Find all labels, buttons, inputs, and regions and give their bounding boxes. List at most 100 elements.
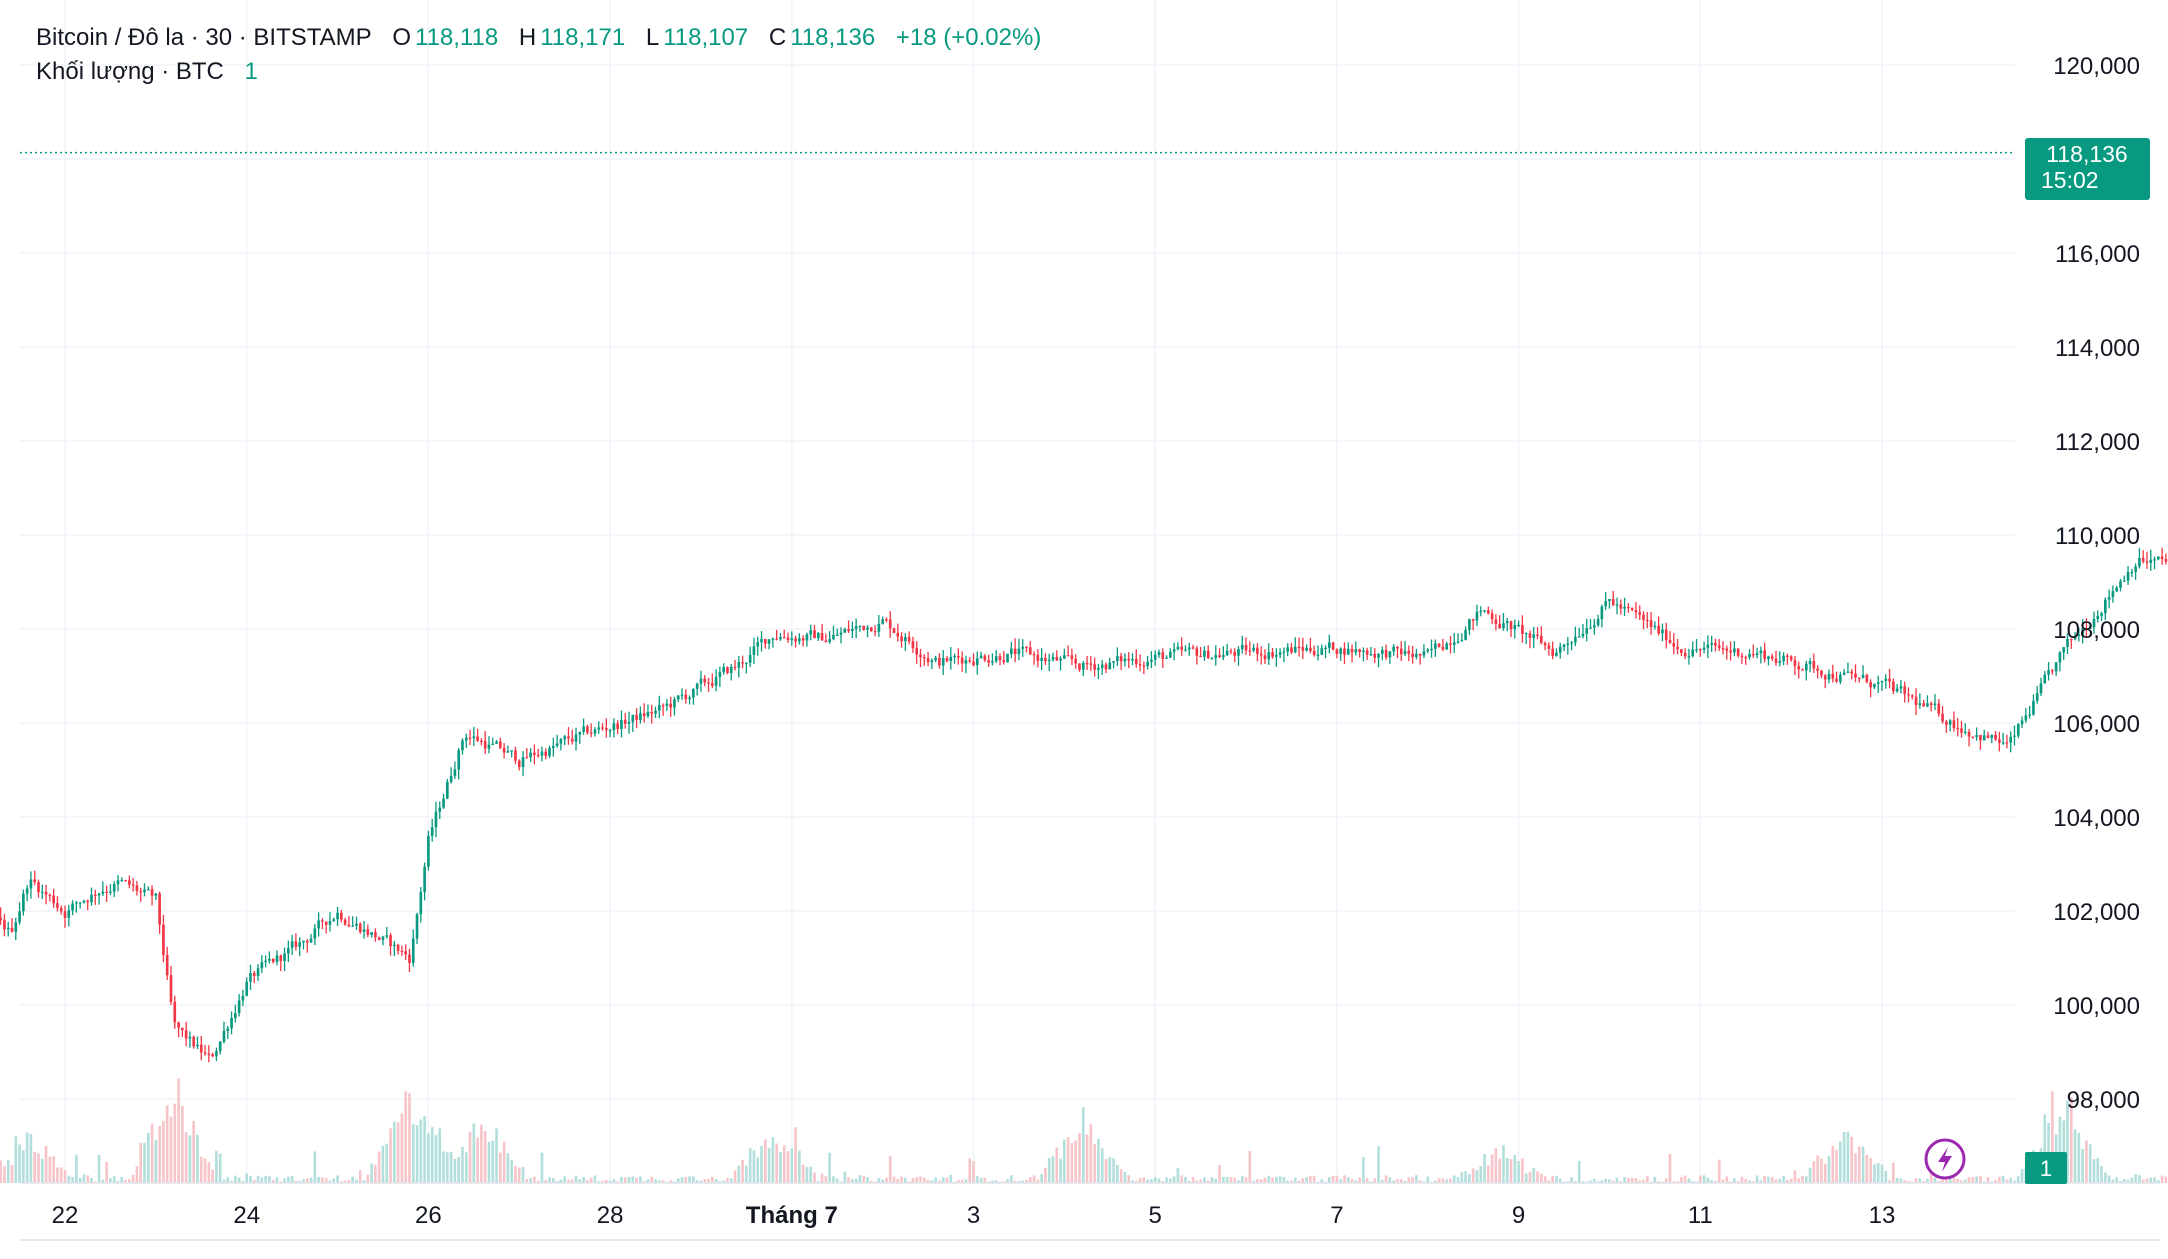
volume-title[interactable]: Khối lượng · BTC <box>36 58 224 85</box>
volume-bar <box>623 1177 627 1183</box>
volume-bar <box>1566 1181 1570 1183</box>
candle-body <box>1218 655 1221 658</box>
volume-bar <box>1793 1170 1797 1183</box>
candle-body <box>495 741 498 744</box>
price-axis[interactable]: 120,000118,000116,000114,000112,000110,0… <box>2053 53 2140 1114</box>
candle-body <box>449 775 453 782</box>
candle-body <box>642 713 646 716</box>
volume-bar <box>1460 1172 1464 1183</box>
candle-body <box>2062 647 2066 653</box>
volume-bar <box>2126 1179 2130 1183</box>
candle-body <box>1437 643 1441 647</box>
volume-bar <box>1452 1175 1456 1183</box>
volume-bar <box>222 1179 226 1183</box>
volume-bar <box>760 1146 763 1183</box>
volume-bar <box>358 1170 362 1183</box>
candle-body <box>1498 623 1501 629</box>
volume-bar <box>1876 1162 1880 1183</box>
volume-bar <box>184 1132 188 1183</box>
candle-body <box>1354 649 1358 653</box>
candle-body <box>835 634 839 636</box>
volume-bar <box>2005 1179 2009 1183</box>
volume-bar <box>1293 1177 1297 1183</box>
candle-body <box>525 757 529 759</box>
volume-bar <box>328 1180 332 1183</box>
x-tick-label: 26 <box>415 1202 442 1229</box>
candle-body <box>1702 647 1706 650</box>
volume-bar <box>1085 1134 1089 1183</box>
volume-bar <box>1339 1178 1343 1183</box>
volume-bar <box>533 1176 536 1183</box>
candle-body <box>1956 727 1960 730</box>
volume-bar <box>1551 1175 1554 1183</box>
candle-body <box>1672 643 1676 647</box>
candle-body <box>1899 686 1903 689</box>
volume-bar <box>249 1175 252 1183</box>
candle-body <box>184 1030 188 1039</box>
candle-body <box>1857 677 1861 679</box>
candle-body <box>1687 656 1691 658</box>
candle-body <box>726 667 729 673</box>
candle-body <box>828 639 831 642</box>
candle-body <box>476 736 479 741</box>
candle-body <box>1293 646 1297 653</box>
candle-body <box>623 719 627 724</box>
volume-bar <box>828 1152 831 1183</box>
candle-body <box>1070 655 1074 659</box>
candle-body <box>362 929 366 932</box>
volume-bar <box>162 1120 165 1183</box>
volume-bar <box>718 1181 722 1183</box>
volume-bar <box>582 1177 585 1183</box>
candle-body <box>1044 657 1047 662</box>
volume-bar <box>430 1127 434 1183</box>
candle-body <box>1059 658 1062 661</box>
volume-bar <box>2138 1175 2141 1183</box>
candle-body <box>218 1041 222 1052</box>
lightning-icon[interactable] <box>1924 1138 1966 1180</box>
volume-bar <box>722 1180 725 1183</box>
volume-bar <box>1683 1175 1687 1183</box>
volume-bar <box>1089 1124 1093 1183</box>
candle-body <box>1460 639 1464 642</box>
candle-body <box>1551 648 1554 656</box>
volume-bar <box>1233 1177 1237 1183</box>
candle-body <box>374 932 377 938</box>
volume-bar <box>6 1160 10 1183</box>
volume-bar <box>442 1151 445 1183</box>
volume-bar <box>268 1176 271 1183</box>
volume-bar <box>449 1151 453 1183</box>
volume-bar <box>1922 1180 1925 1183</box>
candle-body <box>1256 647 1259 654</box>
candle-body <box>1592 625 1596 628</box>
volume-bar <box>1714 1180 1717 1183</box>
candle-body <box>514 750 517 761</box>
candle-body <box>135 885 139 892</box>
volume-bar <box>2066 1100 2069 1183</box>
candle-body <box>461 740 464 751</box>
candle-body <box>86 900 90 903</box>
candle-body <box>1328 642 1331 648</box>
time-axis[interactable]: 22 24 26 28 Tháng 7 3 5 7 9 11 13 <box>52 1202 1896 1229</box>
candle-body <box>2051 670 2054 672</box>
volume-bar <box>521 1167 525 1183</box>
symbol-title[interactable]: Bitcoin / Đô la · 30 · BITSTAMP <box>36 24 372 51</box>
candle-body <box>1418 653 1422 656</box>
candle-body <box>1396 646 1399 649</box>
candle-body <box>1411 653 1414 658</box>
candle-body <box>1233 651 1237 656</box>
x-tick-label: 5 <box>1149 1202 1162 1229</box>
volume-bar <box>1025 1179 1028 1183</box>
volume-bar <box>1835 1149 1838 1183</box>
y-tick-label: 100,000 <box>2053 993 2140 1020</box>
volume-bar <box>1873 1164 1876 1183</box>
candle-body <box>1839 674 1842 682</box>
volume-bar <box>188 1135 192 1183</box>
volume-bar <box>1225 1176 1229 1183</box>
candle-body <box>1555 652 1558 656</box>
volume-bar <box>779 1151 782 1183</box>
volume-bar <box>1131 1180 1134 1183</box>
volume-bar <box>154 1139 158 1183</box>
candle-body <box>646 712 650 716</box>
candle-body <box>896 632 900 637</box>
